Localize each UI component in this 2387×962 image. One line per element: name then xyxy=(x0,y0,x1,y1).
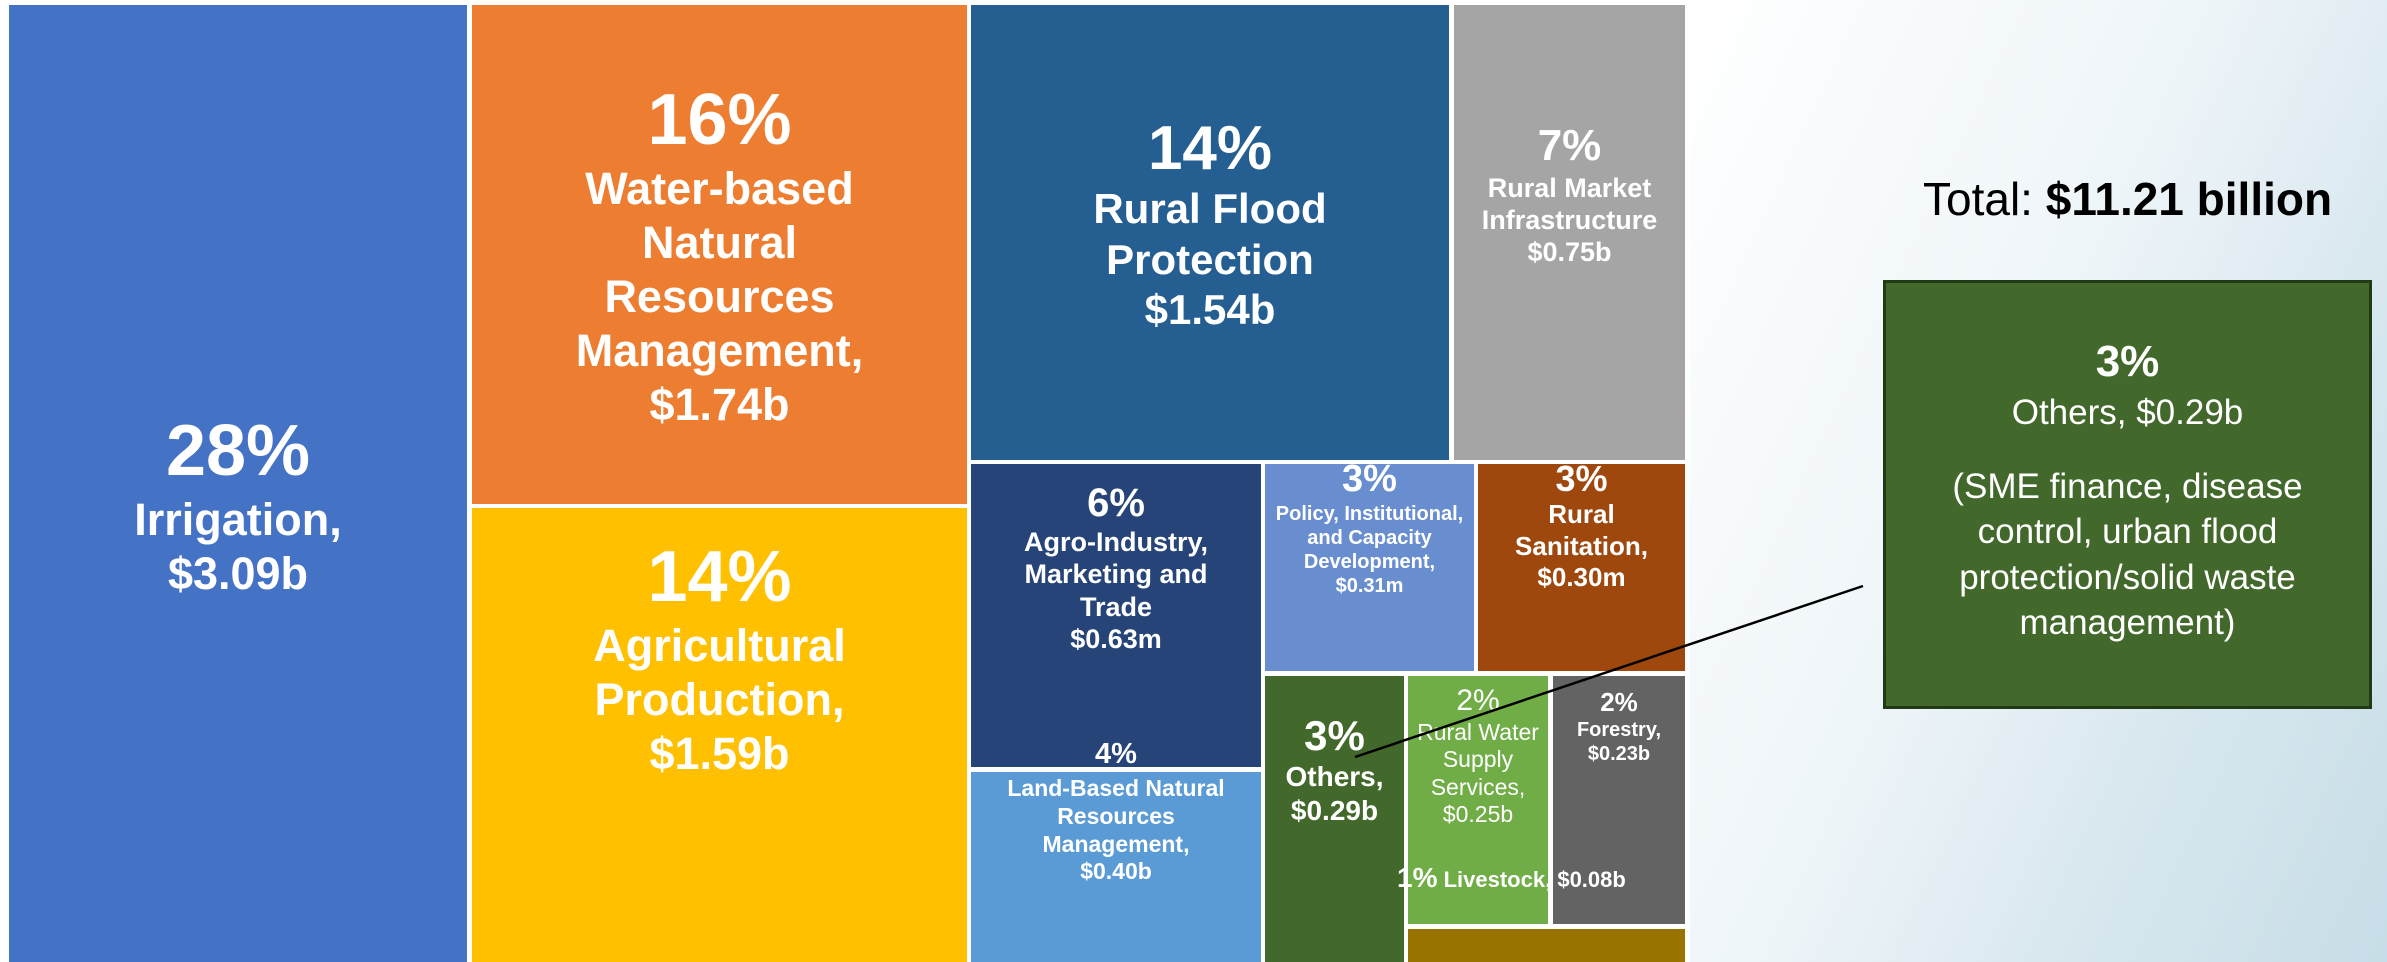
tile-name: Others, xyxy=(1285,761,1384,793)
tile: 4% Land-Based Natural Resources Manageme… xyxy=(971,738,1261,962)
tile-name: Rural Sanitation, xyxy=(1515,499,1648,561)
tile-amount: $0.30m xyxy=(1537,561,1626,592)
tile-percent: 1% xyxy=(1397,862,1438,893)
tile-percent: 7% xyxy=(1537,121,1602,170)
callout-percent: 3% xyxy=(2095,337,2160,386)
tile-amount: $0.23b xyxy=(1587,742,1651,765)
total: Total: $11.21 billion xyxy=(1923,172,2332,226)
tile-percent: 2% xyxy=(1600,687,1638,717)
tile-name: Forestry, xyxy=(1576,718,1662,741)
tile-amount: $0.08b xyxy=(1557,867,1626,892)
tile-name: Water-based Natural Resources Management… xyxy=(575,162,864,376)
tile-amount: $0.31m xyxy=(1335,574,1404,597)
tile-amount: $0.29b xyxy=(1290,794,1379,826)
total-label: Total: xyxy=(1923,173,2033,225)
tile-amount: $1.74b xyxy=(649,378,790,430)
tile-amount: $0.63m xyxy=(1070,624,1162,655)
tile-name: Rural Market Infrastructure xyxy=(1481,172,1658,235)
tile-percent: 3% xyxy=(1555,458,1608,499)
tile-name: Policy, Institutional, and Capacity Deve… xyxy=(1275,502,1464,573)
tile-percent: 14% xyxy=(647,537,792,617)
callout-box: 3% Others, $0.29b (SME finance, disease … xyxy=(1883,280,2372,709)
tile-amount: $0.75b xyxy=(1527,237,1612,268)
tile-percent: 28% xyxy=(165,411,311,491)
tile-name: Rural Flood Protection xyxy=(1093,185,1327,283)
tile: 16% Water-based Natural Resources Manage… xyxy=(472,5,967,504)
tile-percent: 14% xyxy=(1147,114,1273,183)
tile-name: Livestock, xyxy=(1443,867,1552,892)
tile-amount: $1.54b xyxy=(1144,286,1276,334)
tile-name: Irrigation, xyxy=(134,493,342,545)
tile: 3% Others, $0.29b xyxy=(1265,676,1404,962)
tile-percent: 16% xyxy=(647,80,792,160)
tile-amount: $0.25b xyxy=(1442,801,1514,828)
tile-name: Rural Water Supply Services, xyxy=(1417,718,1539,800)
callout-note: (SME finance, disease control, urban flo… xyxy=(1952,466,2303,643)
livestock-label: 1% Livestock, $0.08b xyxy=(1397,862,1637,894)
tile-name: Agro-Industry, Marketing and Trade xyxy=(1024,527,1208,622)
tile xyxy=(1408,929,1685,962)
tile-amount: $1.59b xyxy=(649,727,790,779)
tile-percent: 6% xyxy=(1087,481,1145,525)
tile-percent: 4% xyxy=(1095,738,1137,770)
tile: 7% Rural Market Infrastructure $0.75b xyxy=(1454,5,1685,460)
tile: 3% Rural Sanitation, $0.30m xyxy=(1478,458,1685,671)
total-value: $11.21 billion xyxy=(2045,173,2333,225)
tile: 3% Policy, Institutional, and Capacity D… xyxy=(1265,458,1474,671)
tile-name: Agricultural Production, xyxy=(593,619,846,725)
tile: 14% Rural Flood Protection $1.54b xyxy=(971,5,1449,460)
tile-percent: 3% xyxy=(1342,458,1397,500)
tile: 6% Agro-Industry, Marketing and Trade $0… xyxy=(971,464,1261,767)
tile-name: Land-Based Natural Resources Management, xyxy=(1007,775,1225,857)
tile: 14% Agricultural Production, $1.59b xyxy=(472,508,967,962)
tile-percent: 2% xyxy=(1456,684,1500,717)
tile: 28% Irrigation, $3.09b xyxy=(9,5,467,962)
callout-text: Others, $0.29b xyxy=(2011,393,2244,433)
tile-amount: $0.40b xyxy=(1080,858,1152,885)
tile-percent: 3% xyxy=(1304,712,1365,759)
tile-amount: $3.09b xyxy=(167,547,309,599)
